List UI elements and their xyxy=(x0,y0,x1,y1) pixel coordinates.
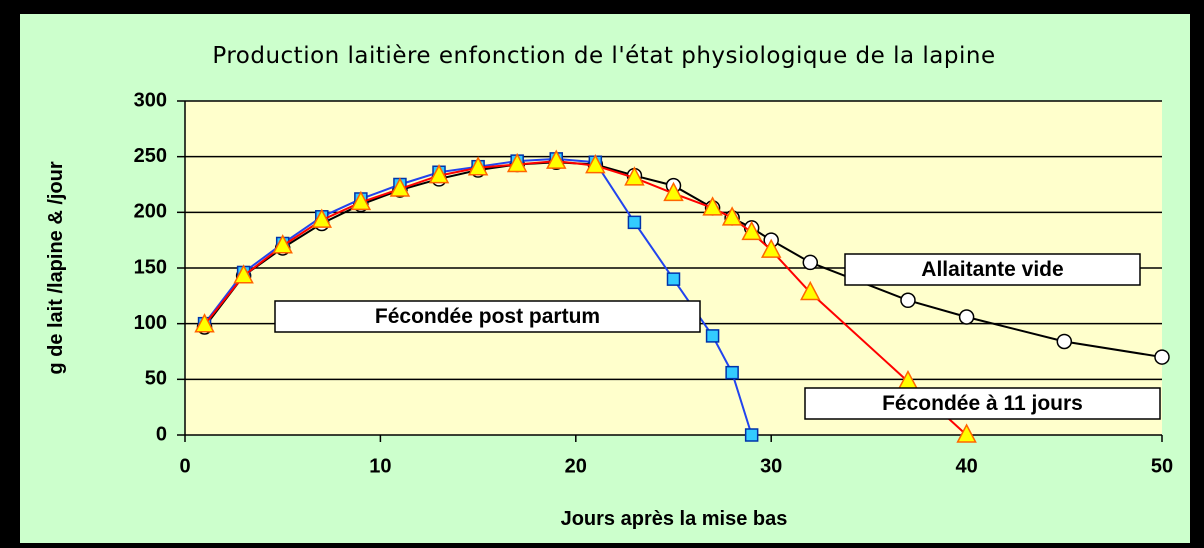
series-label: Fécondée à 11 jours xyxy=(882,392,1083,415)
point xyxy=(958,309,975,325)
series-label: Allaitante vide xyxy=(921,258,1063,281)
point xyxy=(760,238,782,258)
point xyxy=(725,365,739,380)
y-tick-label: 50 xyxy=(145,368,167,390)
point xyxy=(506,152,528,173)
y-tick-label: 300 xyxy=(134,89,167,111)
y-tick-label: 200 xyxy=(134,201,167,223)
x-axis-label: Jours après la mise bas xyxy=(561,508,788,530)
series-label-box xyxy=(804,387,1161,420)
point xyxy=(666,272,681,286)
point xyxy=(744,428,759,442)
x-tick-label: 10 xyxy=(369,455,391,477)
point xyxy=(663,181,684,202)
y-tick-label: 150 xyxy=(134,256,167,278)
point xyxy=(585,153,606,174)
x-tick-label: 50 xyxy=(1151,455,1173,477)
series-label-box xyxy=(844,253,1141,286)
x-tick-label: 30 xyxy=(760,455,782,477)
point xyxy=(721,206,743,226)
chart-title: Production laitière enfonction de l'état… xyxy=(212,43,995,69)
point xyxy=(1056,333,1073,350)
x-tick-label: 20 xyxy=(565,455,587,477)
point xyxy=(702,196,723,216)
point xyxy=(624,166,645,186)
y-axis-label: g de lait /lapine & /jour xyxy=(45,161,67,375)
point xyxy=(956,423,977,443)
point xyxy=(546,149,567,169)
point xyxy=(627,215,642,230)
x-tick-label: 40 xyxy=(955,455,977,477)
x-tick-label: 0 xyxy=(179,455,190,477)
point xyxy=(802,254,819,271)
point xyxy=(800,280,821,301)
point xyxy=(350,190,372,211)
point xyxy=(311,208,333,228)
point xyxy=(467,156,489,176)
point xyxy=(741,220,762,241)
point xyxy=(233,264,254,284)
y-tick-label: 0 xyxy=(156,423,167,445)
series-label: Fécondée post partum xyxy=(375,305,600,328)
point xyxy=(1154,349,1170,365)
point xyxy=(194,313,215,333)
y-tick-label: 100 xyxy=(134,312,167,334)
point xyxy=(272,234,293,254)
series-label-box xyxy=(274,300,701,333)
point xyxy=(900,292,916,309)
point xyxy=(705,329,720,343)
point xyxy=(389,177,411,197)
y-tick-label: 250 xyxy=(134,145,167,167)
point xyxy=(428,163,450,184)
